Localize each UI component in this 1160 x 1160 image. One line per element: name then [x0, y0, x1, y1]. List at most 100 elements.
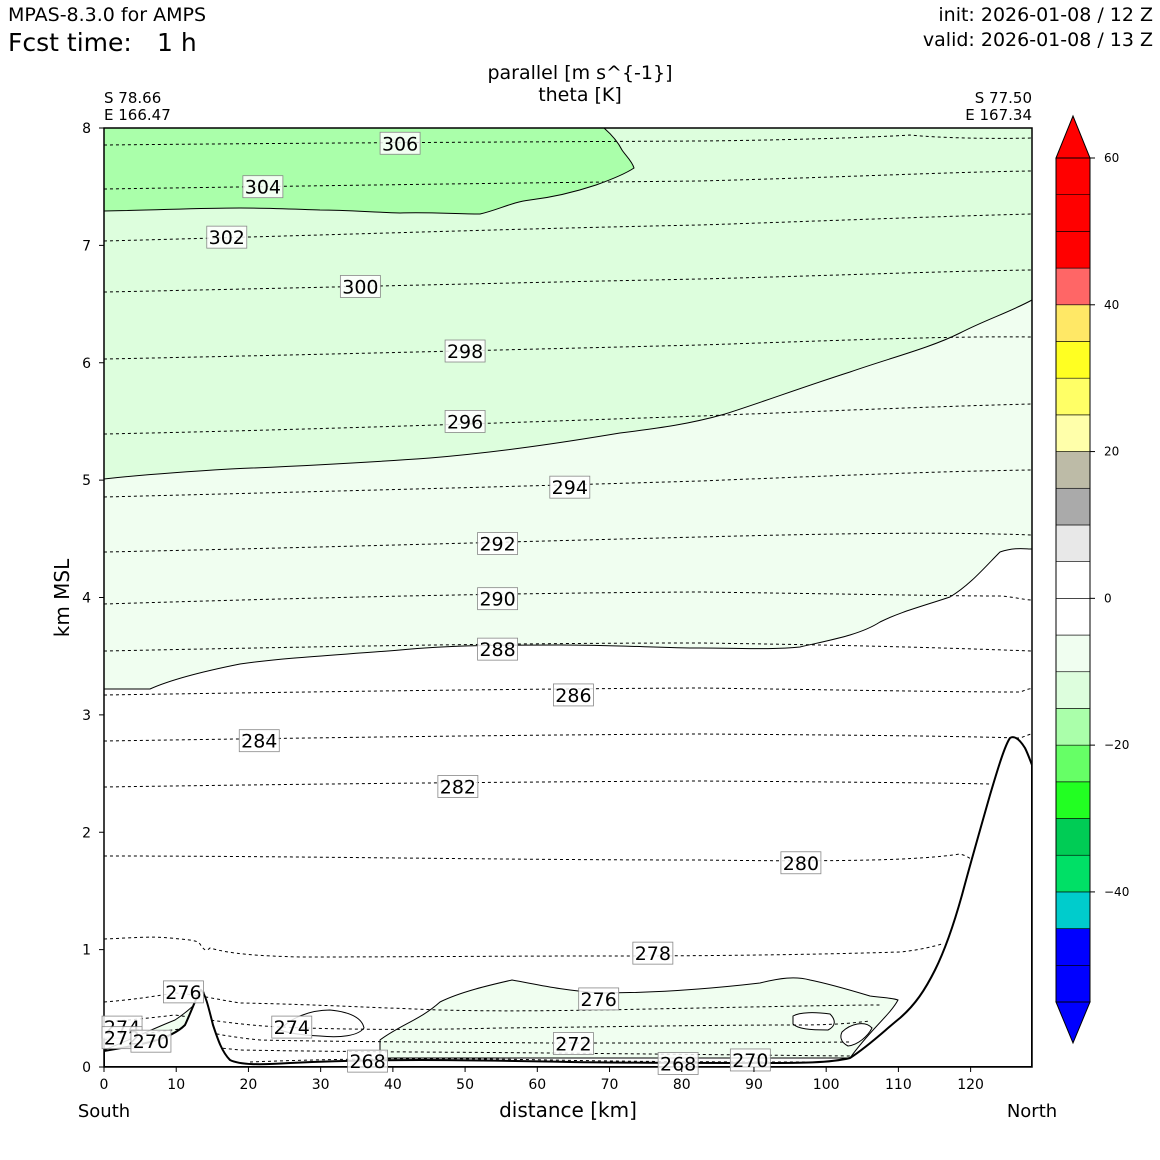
- theta-label-278-14: 278: [632, 941, 674, 965]
- theta-label-text: 302: [209, 227, 245, 249]
- x-tick-label-70: 70: [601, 1077, 619, 1093]
- theta-contour-labels: 306 304 302 300 298 296 294 292 290 288 286 284 282 2…: [101, 131, 822, 1075]
- theta-label-268-23: 268: [347, 1049, 388, 1073]
- colorbar-tick-label-20: 20: [1104, 445, 1119, 459]
- theta-274-line: [104, 1014, 871, 1030]
- colorbar-under-arrow: [1055, 1001, 1091, 1045]
- theta-280-line: [104, 853, 975, 862]
- theta-label-box: [632, 941, 674, 965]
- x-tick-label-120: 120: [957, 1077, 984, 1093]
- theta-label-box: [549, 475, 591, 499]
- south-label: South: [78, 1101, 130, 1122]
- theta-304-line: [104, 170, 1032, 190]
- theta-label-288-9: 288: [477, 637, 518, 661]
- theta-label-276-16: 276: [163, 980, 204, 1004]
- theta-label-box: [271, 1015, 313, 1039]
- theta-label-text: 306: [382, 133, 418, 155]
- theta-label-text: 296: [447, 411, 483, 433]
- theta-label-text: 280: [783, 853, 819, 875]
- theta-label-280-13: 280: [780, 851, 822, 875]
- theta-label-284-11: 284: [238, 729, 280, 753]
- theta-label-text: 292: [479, 534, 515, 556]
- theta-label-304-1: 304: [242, 175, 284, 199]
- colorbar-swatch-5: [1055, 524, 1091, 562]
- theta-label-text: 286: [555, 685, 591, 707]
- theta-label-300-3: 300: [339, 275, 381, 298]
- colorbar: −40 −20 0 20 40 60: [1055, 114, 1129, 1045]
- theta-298-line: [104, 336, 1032, 360]
- theta-label-306-0: 306: [379, 131, 421, 155]
- theta-label-text: 282: [440, 776, 476, 798]
- theta-label-294-6: 294: [549, 475, 591, 499]
- colorbar-tick-label-60: 60: [1104, 151, 1119, 165]
- theta-label-text: 268: [349, 1051, 385, 1073]
- colorbar-swatch--35: [1055, 818, 1091, 856]
- colorbar-swatch-45: [1055, 231, 1091, 269]
- x-tick-label-50: 50: [456, 1077, 474, 1093]
- colorbar-swatch--45: [1055, 891, 1091, 929]
- y-tick-label-2: 2: [82, 825, 91, 841]
- colorbar-swatch--40: [1055, 854, 1091, 893]
- theta-288-line: [104, 642, 1032, 652]
- x-tick-label-0: 0: [100, 1077, 109, 1093]
- colorbar-swatch-20: [1055, 414, 1091, 452]
- left-end-lon: E 166.47: [104, 106, 171, 124]
- theta-label-box: [347, 1049, 388, 1073]
- theta-label-270-22: 270: [729, 1048, 771, 1072]
- theta-300-line: [104, 269, 1032, 293]
- x-tick-label-80: 80: [673, 1077, 691, 1093]
- colorbar-frame: [1055, 157, 1091, 1003]
- y-axis: 0 1 2 3 4 5 6 7 8: [82, 121, 104, 1076]
- theta-label-box: [444, 410, 486, 433]
- theta-label-box: [578, 987, 620, 1011]
- wind-contour-upper: [104, 299, 1032, 480]
- colorbar-over-arrow: [1055, 114, 1091, 159]
- theta-296-line: [104, 403, 1032, 435]
- colorbar-swatch--20: [1055, 708, 1091, 746]
- theta-label-282-12: 282: [437, 775, 479, 798]
- theta-label-text: 284: [241, 731, 277, 753]
- theta-label-box: [477, 532, 518, 555]
- theta-label-text: 278: [635, 943, 671, 965]
- colorbar-swatch--25: [1055, 744, 1091, 783]
- right-end-lon: E 167.34: [965, 106, 1032, 124]
- theta-label-290-8: 290: [477, 587, 518, 611]
- colorbar-swatch-35: [1055, 304, 1091, 342]
- theta-label-text: 298: [447, 341, 483, 363]
- init-time: init: 2026-01-08 / 12 Z: [938, 4, 1153, 26]
- theta-label-276-15: 276: [578, 987, 620, 1011]
- wind-region-lower-d: [792, 1012, 835, 1031]
- colorbar-swatch--55: [1055, 965, 1091, 1003]
- forecast-time-label: Fcst time:: [8, 28, 132, 57]
- theta-label-text: 270: [732, 1050, 768, 1072]
- y-tick-label-4: 4: [82, 591, 91, 607]
- theta-label-text: 274: [274, 1017, 310, 1039]
- north-label: North: [1007, 1101, 1057, 1122]
- theta-label-box: [339, 275, 381, 298]
- colorbar-swatch-40: [1055, 267, 1091, 306]
- y-tick-label-6: 6: [82, 356, 91, 372]
- colorbar-swatch--30: [1055, 781, 1091, 819]
- colorbar-swatch-10: [1055, 487, 1091, 526]
- theta-label-box: [242, 175, 284, 199]
- x-tick-label-100: 100: [813, 1077, 840, 1093]
- colorbar-swatch--10: [1055, 634, 1091, 673]
- theta-label-box: [379, 131, 421, 155]
- theta-label-272-20: 272: [553, 1032, 594, 1056]
- theta-label-box: [437, 775, 479, 798]
- colorbar-tick-label-0: 0: [1104, 591, 1112, 605]
- colorbar-swatch-50: [1055, 194, 1091, 232]
- colorbar-swatch-25: [1055, 377, 1091, 416]
- colorbar-tick-label--40: −40: [1104, 885, 1129, 899]
- x-tick-label-30: 30: [312, 1077, 330, 1093]
- theta-272-line: [104, 1027, 851, 1044]
- theta-label-text: 288: [479, 639, 515, 661]
- theta-label-286-10: 286: [553, 683, 594, 707]
- x-tick-label-40: 40: [384, 1077, 402, 1093]
- colorbar-swatch-55: [1055, 157, 1091, 195]
- theta-label-text: 290: [479, 589, 515, 611]
- y-tick-label-8: 8: [82, 121, 91, 137]
- theta-label-box: [206, 225, 248, 249]
- colorbar-tick-label--20: −20: [1104, 738, 1129, 752]
- app-title: MPAS-8.3.0 for AMPS: [8, 4, 207, 26]
